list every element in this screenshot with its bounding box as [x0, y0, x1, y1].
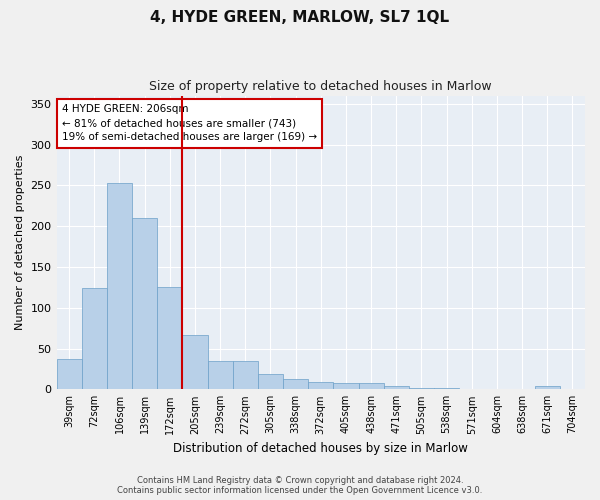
Bar	[383, 386, 409, 390]
Text: Contains HM Land Registry data © Crown copyright and database right 2024.
Contai: Contains HM Land Registry data © Crown c…	[118, 476, 482, 495]
Bar	[182, 334, 208, 390]
Title: Size of property relative to detached houses in Marlow: Size of property relative to detached ho…	[149, 80, 492, 93]
Bar	[359, 383, 383, 390]
Bar	[409, 388, 434, 390]
Text: 4 HYDE GREEN: 206sqm
← 81% of detached houses are smaller (743)
19% of semi-deta: 4 HYDE GREEN: 206sqm ← 81% of detached h…	[62, 104, 317, 142]
Bar	[258, 374, 283, 390]
Text: 4, HYDE GREEN, MARLOW, SL7 1QL: 4, HYDE GREEN, MARLOW, SL7 1QL	[151, 10, 449, 25]
Bar	[82, 288, 107, 390]
Bar	[233, 360, 258, 390]
Y-axis label: Number of detached properties: Number of detached properties	[15, 154, 25, 330]
Bar	[208, 360, 233, 390]
Bar	[107, 183, 132, 390]
Bar	[157, 288, 182, 390]
Bar	[434, 388, 459, 390]
Bar	[56, 359, 82, 390]
Bar	[334, 383, 359, 390]
Bar	[535, 386, 560, 390]
Bar	[308, 382, 334, 390]
X-axis label: Distribution of detached houses by size in Marlow: Distribution of detached houses by size …	[173, 442, 468, 455]
Bar	[132, 218, 157, 390]
Bar	[283, 378, 308, 390]
